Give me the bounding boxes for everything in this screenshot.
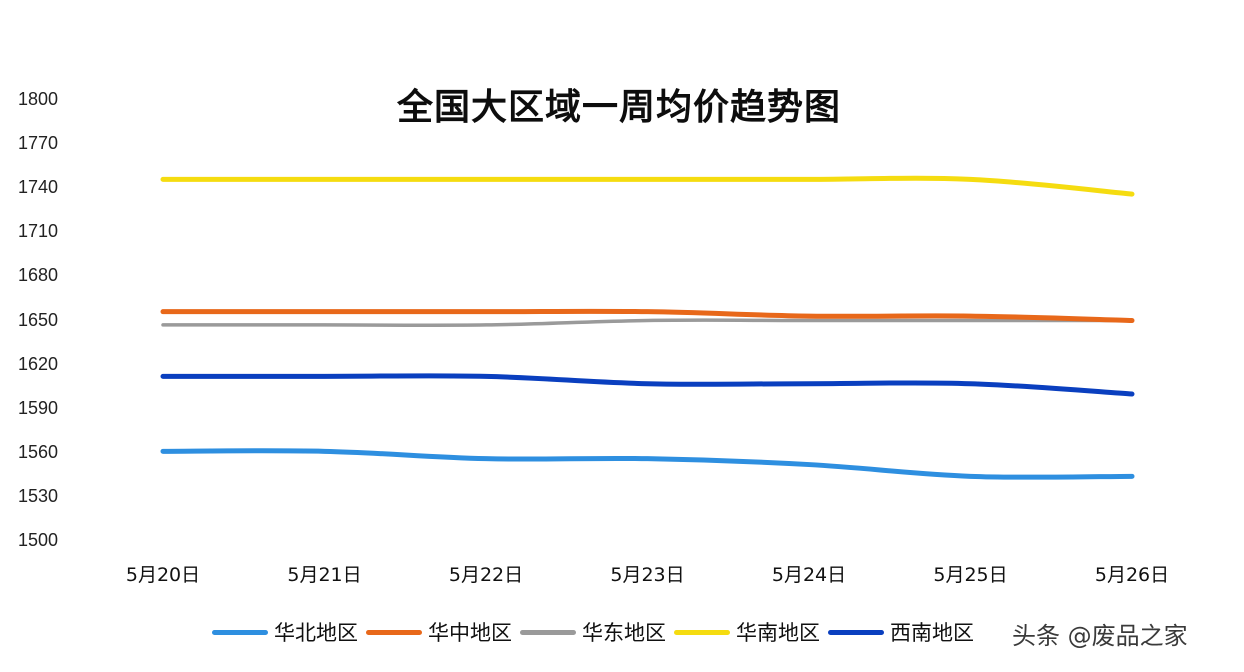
legend-swatch-icon — [828, 629, 884, 635]
y-tick-label: 1800 — [18, 89, 59, 109]
watermark: 头条 @废品之家 — [1012, 622, 1188, 650]
x-tick-label: 5月20日 — [125, 564, 201, 586]
legend-label: 华南地区 — [736, 621, 820, 645]
legend-label: 华东地区 — [582, 621, 666, 645]
x-tick-label: 5月21日 — [287, 564, 362, 586]
y-tick-label: 1740 — [18, 177, 59, 198]
legend-label: 华北地区 — [274, 621, 358, 645]
x-tick-label: 5月25日 — [933, 564, 1008, 586]
legend-item[interactable]: 华南地区 — [674, 617, 820, 647]
legend-label: 西南地区 — [890, 621, 974, 645]
chart-title: 全国大区域一周均价趋势图 — [0, 78, 1244, 130]
legend: 华北地区 华中地区 华东地区 华南地区 西南地区 — [212, 617, 982, 647]
x-tick-label: 5月23日 — [610, 564, 685, 586]
legend-swatch-icon — [212, 629, 268, 635]
y-tick-label: 1530 — [18, 485, 59, 506]
series-line-1 — [160, 448, 1135, 480]
legend-swatch-icon — [674, 629, 730, 635]
series-line-2 — [160, 308, 1135, 323]
y-tick-label: 1560 — [18, 441, 59, 462]
y-tick-label: 1770 — [18, 133, 59, 154]
x-tick-label: 5月26日 — [1094, 564, 1170, 586]
legend-swatch-icon — [366, 629, 422, 635]
legend-item[interactable]: 华北地区 — [212, 617, 358, 647]
y-tick-label: 1650 — [18, 309, 59, 330]
series-line-3 — [161, 318, 1134, 328]
chart-title-text: 全国大区域一周均价趋势图 — [396, 87, 841, 128]
legend-item[interactable]: 华东地区 — [520, 617, 666, 647]
x-tick-label: 5月24日 — [771, 564, 847, 586]
series-line-4 — [160, 175, 1135, 197]
legend-item[interactable]: 华中地区 — [366, 617, 512, 647]
y-tick-label: 1620 — [18, 353, 59, 374]
y-tick-label: 1710 — [18, 221, 59, 242]
legend-swatch-icon — [520, 629, 576, 635]
x-tick-label: 5月22日 — [448, 564, 524, 586]
y-tick-label: 1500 — [18, 530, 59, 550]
series-line-5 — [160, 373, 1135, 397]
legend-item[interactable]: 西南地区 — [828, 617, 974, 647]
y-tick-label: 1680 — [18, 265, 59, 286]
y-tick-label: 1590 — [18, 397, 59, 418]
legend-label: 华中地区 — [428, 621, 512, 645]
